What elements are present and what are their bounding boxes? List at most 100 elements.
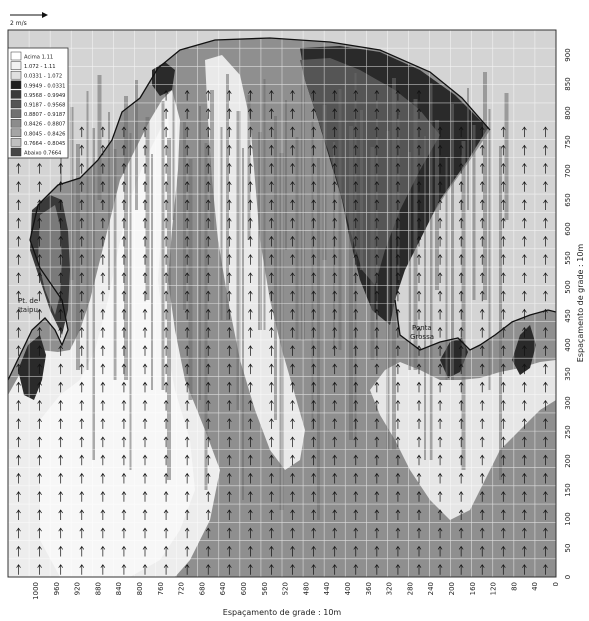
velocity-arrow (416, 545, 422, 557)
legend-label: 0.8045 - 0.8426 (24, 131, 65, 137)
velocity-arrow (227, 181, 232, 192)
velocity-arrow (522, 181, 527, 192)
velocity-arrow (479, 126, 485, 138)
velocity-arrow (416, 108, 422, 119)
velocity-arrow (353, 418, 359, 429)
velocity-arrow (353, 454, 359, 466)
velocity-arrow (353, 509, 359, 521)
legend-swatch (10, 147, 22, 157)
velocity-arrow (395, 217, 401, 229)
velocity-arrow (248, 363, 253, 375)
velocity-arrow (227, 491, 232, 502)
velocity-arrow (332, 108, 337, 119)
velocity-arrow (37, 254, 42, 265)
velocity-arrow (79, 454, 85, 466)
velocity-arrow (248, 472, 253, 484)
velocity-arrow (16, 254, 21, 265)
velocity-arrow (269, 162, 274, 174)
velocity-arrow (121, 272, 127, 283)
streak (92, 128, 95, 460)
velocity-arrow (100, 181, 106, 192)
y-tick-label: 250 (564, 425, 572, 438)
velocity-arrow (163, 545, 169, 557)
legend-swatch (10, 128, 22, 138)
velocity-arrow (100, 217, 106, 229)
velocity-arrow (100, 345, 106, 356)
velocity-arrow (184, 436, 190, 448)
velocity-arrow (458, 308, 464, 320)
legend-label: 0.8426 - 0.8807 (24, 122, 65, 128)
scale-arrow: 2 m/s (10, 12, 48, 27)
velocity-arrow (100, 564, 106, 575)
velocity-arrow (353, 199, 359, 211)
velocity-arrow (121, 217, 127, 229)
velocity-arrow (522, 162, 527, 174)
legend-swatch (10, 118, 22, 128)
velocity-arrow (479, 545, 485, 557)
streak (370, 147, 375, 360)
velocity-arrow (121, 418, 127, 429)
y-axis-ticks: 0 50 100 150 200 250 300 350 400 450 500 550 600 650 7… (564, 48, 572, 579)
velocity-arrow (37, 181, 42, 192)
velocity-arrow (395, 272, 401, 283)
velocity-arrow (37, 290, 42, 302)
velocity-arrow (332, 472, 337, 484)
velocity-arrow (479, 162, 485, 174)
velocity-arrow (248, 272, 253, 283)
velocity-arrow (100, 418, 106, 429)
velocity-arrow (501, 564, 506, 575)
velocity-arrow (142, 272, 148, 283)
velocity-arrow (374, 454, 380, 466)
velocity-arrow (501, 381, 506, 393)
velocity-arrow (290, 399, 295, 411)
legend-label: Abaixo 0.7664 (24, 151, 62, 157)
velocity-arrow (269, 399, 274, 411)
velocity-arrow (522, 290, 527, 302)
velocity-arrow (79, 217, 85, 229)
velocity-arrow (479, 436, 485, 448)
velocity-arrow (395, 527, 401, 539)
velocity-arrow (269, 308, 274, 320)
velocity-arrow (332, 418, 337, 429)
velocity-arrow (184, 454, 190, 466)
velocity-arrow (37, 509, 42, 521)
velocity-arrow (332, 126, 337, 138)
velocity-arrow (227, 381, 232, 393)
velocity-arrow (290, 235, 295, 247)
velocity-arrow (395, 345, 401, 356)
legend-swatch (10, 90, 22, 99)
velocity-arrow (100, 527, 106, 539)
velocity-arrow (332, 217, 337, 229)
velocity-arrow (227, 327, 232, 338)
velocity-arrow (163, 527, 169, 539)
velocity-arrow (374, 436, 380, 448)
velocity-arrow (395, 181, 401, 192)
velocity-arrow (374, 144, 380, 156)
streak (204, 143, 208, 490)
velocity-arrow (353, 290, 359, 302)
velocity-arrow (501, 254, 506, 265)
plot-frame (7, 29, 557, 578)
velocity-arrow (543, 472, 548, 484)
velocity-arrow (522, 235, 527, 247)
velocity-arrow (311, 564, 316, 575)
velocity-arrow (16, 327, 21, 338)
velocity-arrow (142, 399, 148, 411)
streak (108, 112, 110, 290)
velocity-arrow (163, 181, 169, 192)
velocity-arrow (353, 272, 359, 283)
velocity-arrow (58, 436, 63, 448)
velocity-arrow (205, 345, 211, 356)
velocity-arrow (205, 90, 211, 101)
velocity-arrow (395, 545, 401, 557)
velocity-arrow (290, 327, 295, 338)
velocity-arrow (416, 272, 422, 283)
velocity-arrow (79, 272, 85, 283)
velocity-arrow (374, 90, 380, 101)
velocity-arrow (353, 126, 359, 138)
velocity-arrow (353, 181, 359, 192)
y-tick-label: 50 (564, 544, 572, 553)
streak (499, 146, 502, 480)
velocity-arrow (205, 545, 211, 557)
velocity-arrow (501, 345, 506, 356)
